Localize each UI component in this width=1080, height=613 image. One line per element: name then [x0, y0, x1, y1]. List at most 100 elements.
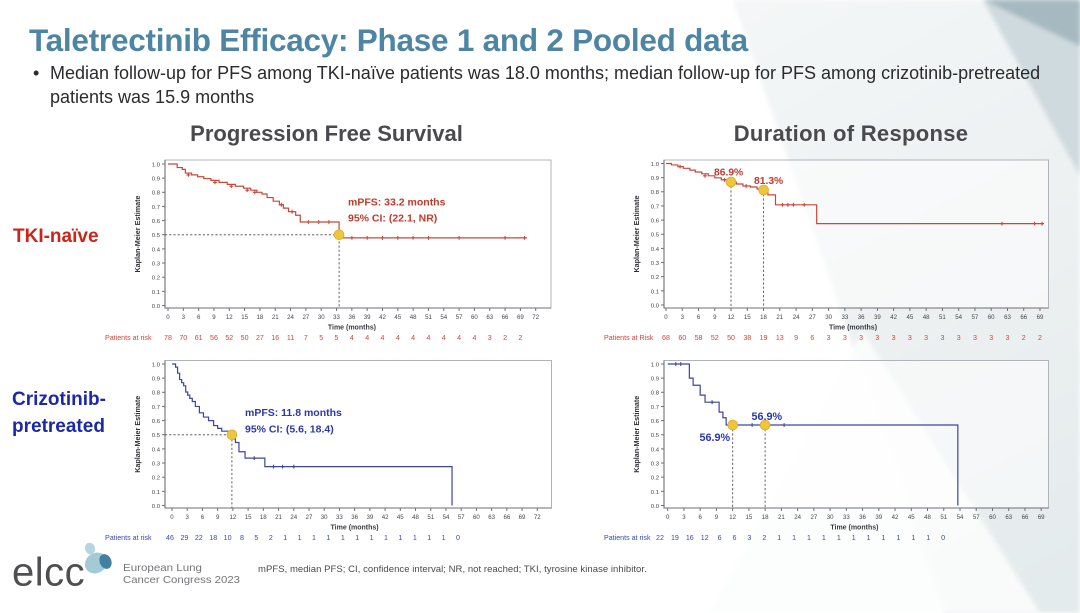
svg-text:69: 69	[519, 514, 526, 521]
svg-text:2: 2	[518, 334, 522, 342]
svg-text:57: 57	[456, 314, 463, 321]
svg-text:1: 1	[312, 534, 316, 542]
svg-text:36: 36	[351, 514, 358, 521]
svg-text:Time (months): Time (months)	[830, 525, 878, 532]
svg-text:Kaplan-Meier Estimate: Kaplan-Meier Estimate	[632, 195, 641, 272]
svg-text:Time (months): Time (months)	[328, 325, 376, 332]
svg-text:3: 3	[924, 334, 928, 342]
svg-text:39: 39	[875, 514, 882, 521]
svg-text:2: 2	[503, 334, 507, 342]
svg-text:4: 4	[426, 334, 430, 342]
svg-text:1: 1	[896, 534, 900, 542]
svg-text:57: 57	[973, 514, 980, 521]
svg-text:45: 45	[394, 314, 401, 321]
svg-text:95% CI: (5.6, 18.4): 95% CI: (5.6, 18.4)	[245, 424, 334, 436]
svg-text:27: 27	[256, 334, 264, 342]
svg-text:1: 1	[777, 534, 781, 542]
svg-text:57: 57	[458, 514, 465, 521]
svg-text:3: 3	[843, 334, 847, 342]
svg-text:1: 1	[792, 534, 796, 542]
svg-text:45: 45	[397, 514, 404, 521]
svg-text:0.1: 0.1	[651, 490, 659, 496]
svg-text:1: 1	[398, 534, 402, 542]
svg-text:5: 5	[335, 334, 339, 342]
svg-text:6: 6	[201, 514, 205, 521]
svg-text:11: 11	[287, 334, 294, 342]
svg-text:0.1: 0.1	[152, 490, 160, 496]
svg-text:0.7: 0.7	[651, 204, 659, 210]
svg-text:9: 9	[212, 314, 216, 321]
svg-text:mPFS: 11.8 months: mPFS: 11.8 months	[245, 407, 342, 419]
svg-text:0.7: 0.7	[152, 205, 160, 211]
svg-text:63: 63	[488, 514, 495, 521]
svg-text:Patients at risk: Patients at risk	[105, 334, 152, 342]
svg-text:12: 12	[729, 514, 736, 521]
svg-text:0.0: 0.0	[152, 304, 161, 310]
svg-text:1.0: 1.0	[152, 362, 161, 368]
svg-text:27: 27	[809, 314, 816, 321]
svg-text:0.2: 0.2	[152, 276, 160, 282]
svg-text:63: 63	[1005, 514, 1012, 521]
svg-text:6: 6	[197, 314, 201, 321]
svg-text:39: 39	[874, 314, 881, 321]
svg-text:27: 27	[302, 314, 309, 321]
svg-text:0.9: 0.9	[651, 176, 659, 182]
svg-text:95% CI: (22.1, NR): 95% CI: (22.1, NR)	[348, 213, 437, 225]
svg-text:0.2: 0.2	[152, 476, 160, 482]
svg-text:6: 6	[810, 334, 814, 342]
svg-text:1: 1	[283, 534, 287, 542]
svg-text:61: 61	[195, 334, 203, 342]
svg-text:Patients at risk: Patients at risk	[105, 534, 152, 542]
svg-text:22: 22	[195, 534, 203, 542]
svg-text:1: 1	[807, 534, 811, 542]
svg-text:33: 33	[336, 514, 343, 521]
svg-text:9: 9	[715, 514, 719, 521]
svg-text:21: 21	[275, 514, 282, 521]
svg-text:0.9: 0.9	[152, 377, 160, 383]
svg-text:4: 4	[472, 334, 476, 342]
svg-text:70: 70	[179, 334, 187, 342]
svg-text:4: 4	[350, 334, 354, 342]
svg-text:3: 3	[827, 334, 831, 342]
svg-text:68: 68	[662, 334, 670, 342]
svg-text:3: 3	[908, 334, 912, 342]
svg-text:69: 69	[517, 314, 524, 321]
svg-text:0.3: 0.3	[152, 461, 161, 467]
svg-text:10: 10	[224, 534, 232, 542]
svg-text:36: 36	[348, 314, 355, 321]
svg-text:1.0: 1.0	[651, 162, 660, 168]
svg-text:0.0: 0.0	[152, 504, 161, 510]
svg-text:0.0: 0.0	[651, 504, 660, 510]
svg-text:1: 1	[427, 534, 431, 542]
svg-text:1: 1	[384, 534, 388, 542]
svg-text:6: 6	[733, 534, 737, 542]
svg-text:72: 72	[534, 514, 541, 521]
svg-text:19: 19	[671, 534, 679, 542]
svg-text:39: 39	[364, 314, 371, 321]
svg-text:50: 50	[727, 334, 735, 342]
svg-text:33: 33	[333, 314, 340, 321]
svg-text:8: 8	[240, 534, 244, 542]
svg-text:22: 22	[656, 534, 664, 542]
svg-text:3: 3	[957, 334, 961, 342]
svg-text:3: 3	[747, 534, 751, 542]
svg-text:0.5: 0.5	[152, 433, 161, 439]
svg-text:0: 0	[166, 314, 170, 321]
svg-text:Patients at risk: Patients at risk	[604, 534, 651, 542]
svg-text:Kaplan-Meier Estimate: Kaplan-Meier Estimate	[133, 396, 142, 473]
svg-text:0.2: 0.2	[651, 476, 659, 482]
svg-text:9: 9	[713, 314, 717, 321]
svg-text:86.9%: 86.9%	[714, 168, 743, 179]
svg-text:66: 66	[503, 514, 510, 521]
svg-text:18: 18	[260, 514, 267, 521]
svg-text:18: 18	[209, 534, 217, 542]
svg-text:6: 6	[697, 314, 701, 321]
svg-text:9: 9	[216, 514, 220, 521]
svg-text:0.6: 0.6	[651, 419, 660, 425]
svg-text:48: 48	[923, 314, 930, 321]
svg-text:51: 51	[939, 314, 946, 321]
svg-text:29: 29	[180, 534, 188, 542]
svg-text:3: 3	[182, 314, 186, 321]
svg-text:0.5: 0.5	[651, 433, 660, 439]
svg-text:4: 4	[365, 334, 369, 342]
